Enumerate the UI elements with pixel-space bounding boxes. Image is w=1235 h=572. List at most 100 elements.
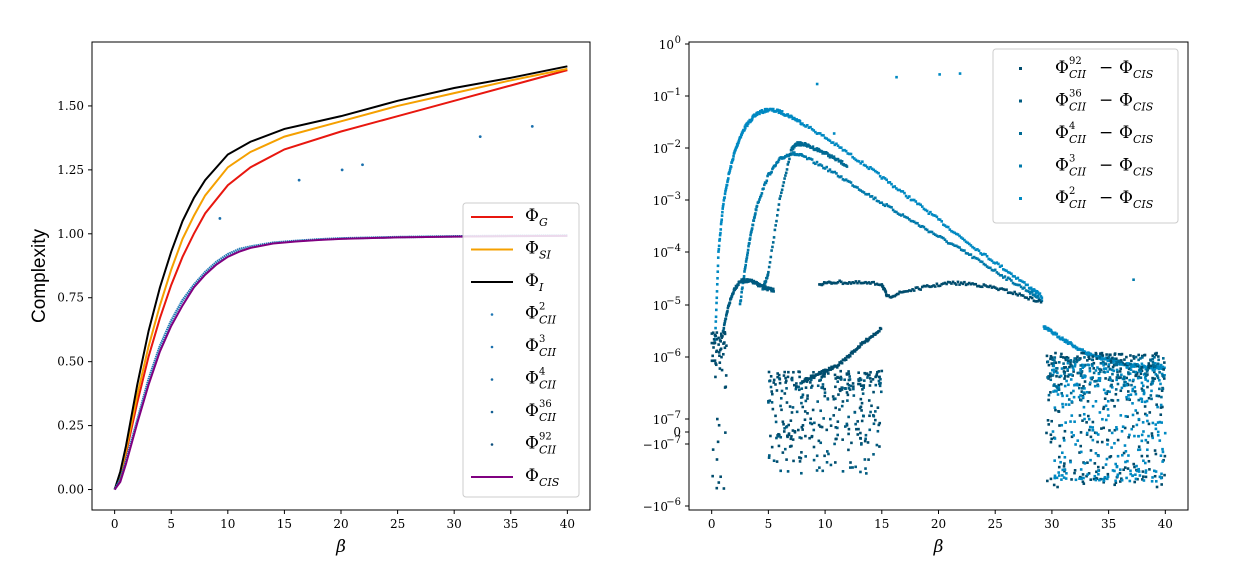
curve-point-5	[867, 338, 871, 341]
curve-point-0	[958, 234, 961, 238]
curve-point-1	[742, 274, 746, 278]
cloud-point-2	[1154, 353, 1158, 357]
curve-point-0	[938, 218, 942, 221]
curve-point-1	[747, 244, 750, 248]
cloud-point-3	[1085, 431, 1089, 435]
curve-point-2	[839, 162, 843, 165]
curve-point-0	[872, 168, 875, 172]
cloud-point-1	[848, 466, 852, 469]
cloud-point-3	[1131, 387, 1135, 391]
cloud-point-4	[1151, 379, 1155, 383]
cloud-point-3	[1102, 479, 1106, 483]
cloud-point-0	[797, 370, 800, 373]
legend-symbol: Φ	[525, 271, 539, 291]
curve-point-6	[1112, 361, 1115, 364]
curve-point-5	[850, 350, 854, 354]
cloud-point-0	[845, 391, 849, 394]
curve-point-1	[745, 258, 748, 261]
cloud-point-2	[1141, 478, 1144, 481]
cloud-point-3	[1073, 383, 1076, 387]
cloud-point-1	[854, 422, 857, 426]
curve-point-1	[777, 158, 781, 162]
cloud-point-5	[717, 336, 720, 340]
cloud-point-5	[723, 346, 727, 350]
x-tick-label: 25	[390, 517, 405, 531]
curve-point-4	[841, 282, 845, 286]
cloud-point-3	[1156, 421, 1160, 424]
curve-point-3	[766, 288, 769, 292]
cloud-point-3	[1062, 476, 1066, 479]
series-point-4	[530, 124, 534, 128]
cloud-point-2	[1049, 355, 1053, 358]
cloud-point-3	[1101, 417, 1104, 421]
curve-point-0	[972, 246, 976, 250]
legend-subscript: CII	[1069, 133, 1087, 146]
cloud-point-2	[1089, 478, 1093, 481]
cloud-point-2	[1046, 419, 1050, 422]
x-tick-label: 35	[1101, 517, 1116, 531]
cloud-point-3	[1115, 427, 1119, 431]
cloud-point-3	[1161, 460, 1164, 463]
y-tick-base: 10	[653, 413, 668, 427]
cloud-point-2	[1163, 361, 1166, 364]
cloud-point-3	[1156, 405, 1159, 409]
cloud-point-3	[1105, 477, 1109, 481]
curve-point-6	[1160, 367, 1164, 370]
curve-point-2	[816, 149, 820, 153]
curve-point-0	[726, 178, 730, 182]
cloud-point-1	[879, 390, 883, 394]
cloud-point-2	[1137, 353, 1140, 357]
curve-point-0	[724, 189, 727, 193]
curve-point-2	[780, 188, 784, 192]
cloud-point-2	[1118, 480, 1122, 483]
cloud-point-3	[1064, 421, 1067, 424]
cloud-point-4	[1144, 374, 1148, 377]
cloud-point-3	[1059, 460, 1062, 464]
legend-frame	[992, 48, 1179, 224]
cloud-point-0	[839, 369, 843, 373]
curve-point-1	[946, 241, 950, 245]
y-tick-label: 1.00	[57, 227, 84, 241]
curve-point-5	[819, 371, 823, 375]
cloud-point-0	[776, 372, 779, 375]
curve-point-0	[906, 196, 910, 200]
curve-point-0	[922, 207, 926, 211]
cloud-point-2	[1054, 361, 1058, 365]
cloud-point-1	[780, 389, 784, 393]
curve-point-2	[770, 249, 773, 252]
cloud-point-2	[1107, 378, 1111, 381]
cloud-point-2	[1049, 477, 1053, 481]
curve-point-0	[716, 264, 720, 268]
curve-point-2	[776, 208, 780, 212]
cloud-point-3	[1110, 431, 1114, 435]
curve-point-0	[823, 136, 827, 140]
curve-point-0	[841, 149, 845, 152]
legend-superscript: 2	[1069, 186, 1075, 197]
y-tick-base: −10	[643, 438, 668, 452]
curve-point-1	[1030, 290, 1034, 294]
cloud-point-0	[810, 435, 814, 439]
legend-symbol: Φ	[1119, 188, 1133, 208]
curve-point-1	[835, 172, 838, 175]
curve-point-0	[1000, 264, 1003, 268]
curve-point-0	[730, 160, 734, 164]
curve-point-6	[1062, 338, 1066, 342]
curve-point-4	[982, 283, 986, 286]
cloud-point-1	[772, 459, 776, 463]
cloud-point-1	[812, 428, 816, 432]
cloud-point-4	[1106, 390, 1110, 393]
y-tick-label: 010	[659, 35, 681, 52]
cloud-point-3	[1104, 391, 1107, 395]
cloud-point-3	[1125, 476, 1128, 480]
cloud-point-4	[1092, 371, 1096, 375]
curve-point-2	[784, 174, 787, 177]
cloud-point-1	[767, 401, 770, 404]
cloud-point-3	[1142, 479, 1146, 482]
cloud-point-0	[863, 439, 867, 443]
curve-point-6	[1052, 332, 1055, 336]
cloud-point-0	[859, 431, 862, 435]
curve-point-0	[718, 237, 722, 241]
cloud-point-4	[1088, 367, 1092, 370]
cloud-point-3	[1121, 425, 1125, 428]
cloud-point-2	[1111, 379, 1114, 383]
